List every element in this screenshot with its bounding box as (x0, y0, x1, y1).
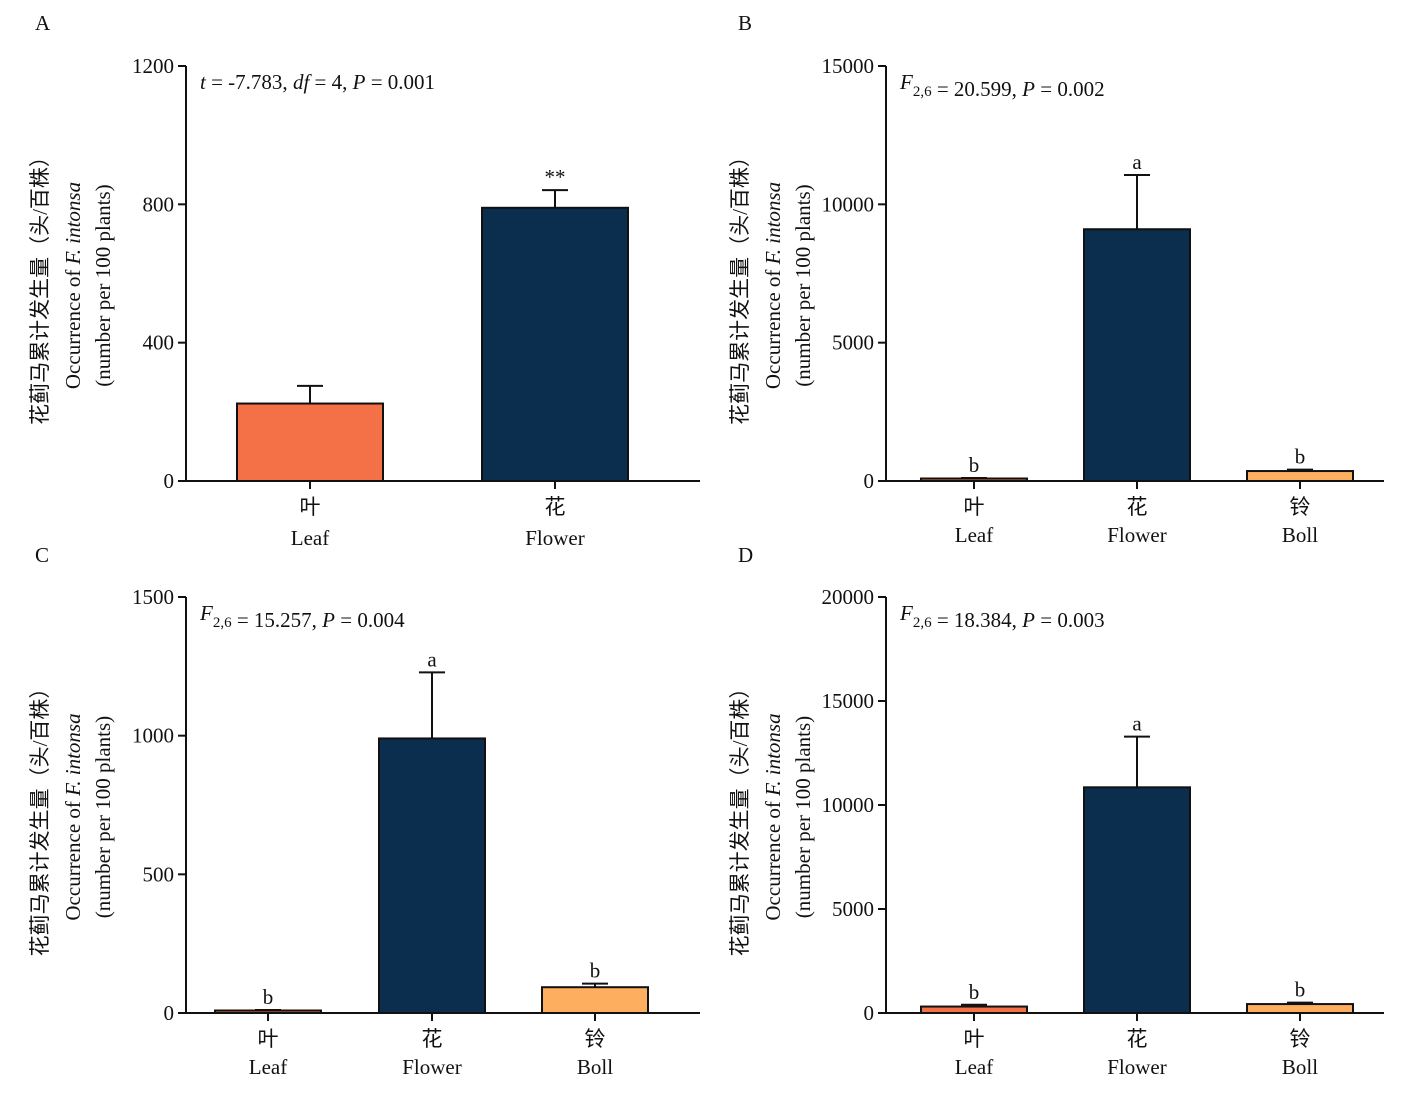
chart-a: A 0 400 800 1200 花蓟马累计发生量（头/百株） Occurrence of … (28, 11, 700, 550)
y-axis-label-line: (number per 100 plants) (791, 184, 815, 386)
y-tick-label: 1200 (132, 54, 174, 78)
bar-boll (1246, 470, 1354, 483)
y-tick-label: 5000 (832, 331, 874, 355)
y-tick-label: 0 (164, 469, 175, 493)
x-tick-label-en: Leaf (291, 526, 329, 550)
y-axis-label-line: 花蓟马累计发生量（头/百株） (28, 146, 52, 425)
bar-flower (1083, 786, 1191, 1014)
x-tick-label-en: Boll (1282, 523, 1318, 547)
chart-c: C 0 500 1000 1500 花蓟马累计发生量（头/百株） Occurrence of… (28, 543, 700, 1079)
panel-letter: D (738, 543, 753, 567)
stat-annotation: t = -7.783, df = 4, P = 0.001 (200, 70, 435, 94)
y-tick-label: 400 (143, 331, 175, 355)
y-tick-label: 0 (864, 469, 875, 493)
y-axis-label-line: Occurrence of F. intonsa (61, 182, 85, 389)
y-tick-label: 15000 (822, 54, 875, 78)
x-tick-label-cn: 花 (545, 495, 566, 519)
panel-d: D 0 5000 10000 15000 20000 花蓟马累计发生量（头/百株） Occur… (700, 532, 1400, 1082)
bar-flower (378, 737, 486, 1014)
bar-leaf (236, 402, 384, 482)
bar-boll (1246, 1003, 1354, 1014)
significance-label: a (1132, 712, 1142, 736)
y-axis-label-line: Occurrence of F. intonsa (61, 713, 85, 920)
x-tick-label-cn: 叶 (964, 1027, 985, 1051)
y-tick-label: 1500 (132, 585, 174, 609)
significance-label: b (1295, 445, 1306, 469)
x-tick-label-cn: 铃 (1290, 1027, 1311, 1051)
bar-flower (1083, 228, 1191, 482)
panel-a: A 0 400 800 1200 花蓟马累计发生量（头/百株） Occurrence of … (0, 0, 700, 550)
x-tick-label-cn: 铃 (1290, 495, 1311, 519)
x-tick-label-cn: 叶 (300, 495, 321, 519)
significance-label: ** (545, 165, 566, 189)
x-tick-label-en: Flower (525, 526, 585, 550)
y-tick-label: 10000 (822, 192, 875, 216)
x-tick-label-en: Leaf (249, 1055, 287, 1079)
y-tick-label: 5000 (832, 897, 874, 921)
bar-leaf (920, 477, 1028, 483)
x-tick-label-cn: 铃 (585, 1027, 606, 1051)
panel-letter: B (738, 11, 752, 35)
y-tick-label: 800 (143, 192, 175, 216)
y-axis-label-line: (number per 100 plants) (91, 184, 115, 386)
x-tick-label-en: Leaf (955, 523, 993, 547)
chart-b: B 0 5000 10000 15000 花蓟马累计发生量（头/百株） Occurrence… (728, 11, 1384, 547)
bar-boll (541, 986, 649, 1015)
x-tick-label-en: Boll (577, 1055, 613, 1079)
bar-flower (481, 206, 629, 483)
panel-b: B 0 5000 10000 15000 花蓟马累计发生量（头/百株） Occurrence… (700, 0, 1400, 550)
x-tick-label-en: Leaf (955, 1055, 993, 1079)
significance-label: b (969, 453, 980, 477)
chart-d: D 0 5000 10000 15000 20000 花蓟马累计发生量（头/百株） Occur… (728, 543, 1384, 1079)
x-tick-label-cn: 叶 (258, 1027, 279, 1051)
significance-label: b (590, 959, 601, 983)
y-axis-label-line: Occurrence of F. intonsa (761, 182, 785, 389)
panel-letter: A (35, 11, 51, 35)
y-tick-label: 15000 (822, 689, 875, 713)
y-axis-label-line: 花蓟马累计发生量（头/百株） (28, 678, 52, 957)
y-tick-label: 500 (143, 862, 175, 886)
bar-leaf (920, 1005, 1028, 1015)
y-axis-label-line: 花蓟马累计发生量（头/百株） (728, 146, 752, 425)
y-tick-label: 0 (864, 1001, 875, 1025)
x-tick-label-en: Flower (1107, 523, 1167, 547)
significance-label: b (969, 980, 980, 1004)
x-tick-label-cn: 花 (1127, 495, 1148, 519)
x-tick-label-en: Flower (402, 1055, 462, 1079)
x-tick-label-en: Boll (1282, 1055, 1318, 1079)
bar-leaf (214, 1009, 322, 1014)
y-axis-label-line: Occurrence of F. intonsa (761, 713, 785, 920)
stat-annotation: F2,6 = 20.599, P = 0.002 (899, 70, 1105, 101)
significance-label: b (1295, 978, 1306, 1002)
x-tick-label-cn: 花 (1127, 1027, 1148, 1051)
x-tick-label-en: Flower (1107, 1055, 1167, 1079)
y-axis-label-line: 花蓟马累计发生量（头/百株） (728, 678, 752, 957)
significance-label: a (1132, 150, 1142, 174)
x-tick-label-cn: 花 (422, 1027, 443, 1051)
y-tick-label: 10000 (822, 793, 875, 817)
panel-c: C 0 500 1000 1500 花蓟马累计发生量（头/百株） Occurrence of… (0, 532, 700, 1082)
y-tick-label: 0 (164, 1001, 175, 1025)
y-tick-label: 1000 (132, 724, 174, 748)
stat-annotation: F2,6 = 18.384, P = 0.003 (899, 601, 1105, 632)
significance-label: b (263, 985, 274, 1009)
y-tick-label: 20000 (822, 585, 875, 609)
stat-annotation: F2,6 = 15.257, P = 0.004 (199, 601, 405, 632)
significance-label: a (427, 647, 437, 671)
x-tick-label-cn: 叶 (964, 495, 985, 519)
y-axis-label-line: (number per 100 plants) (91, 716, 115, 918)
y-axis-label-line: (number per 100 plants) (791, 716, 815, 918)
panel-letter: C (35, 543, 49, 567)
